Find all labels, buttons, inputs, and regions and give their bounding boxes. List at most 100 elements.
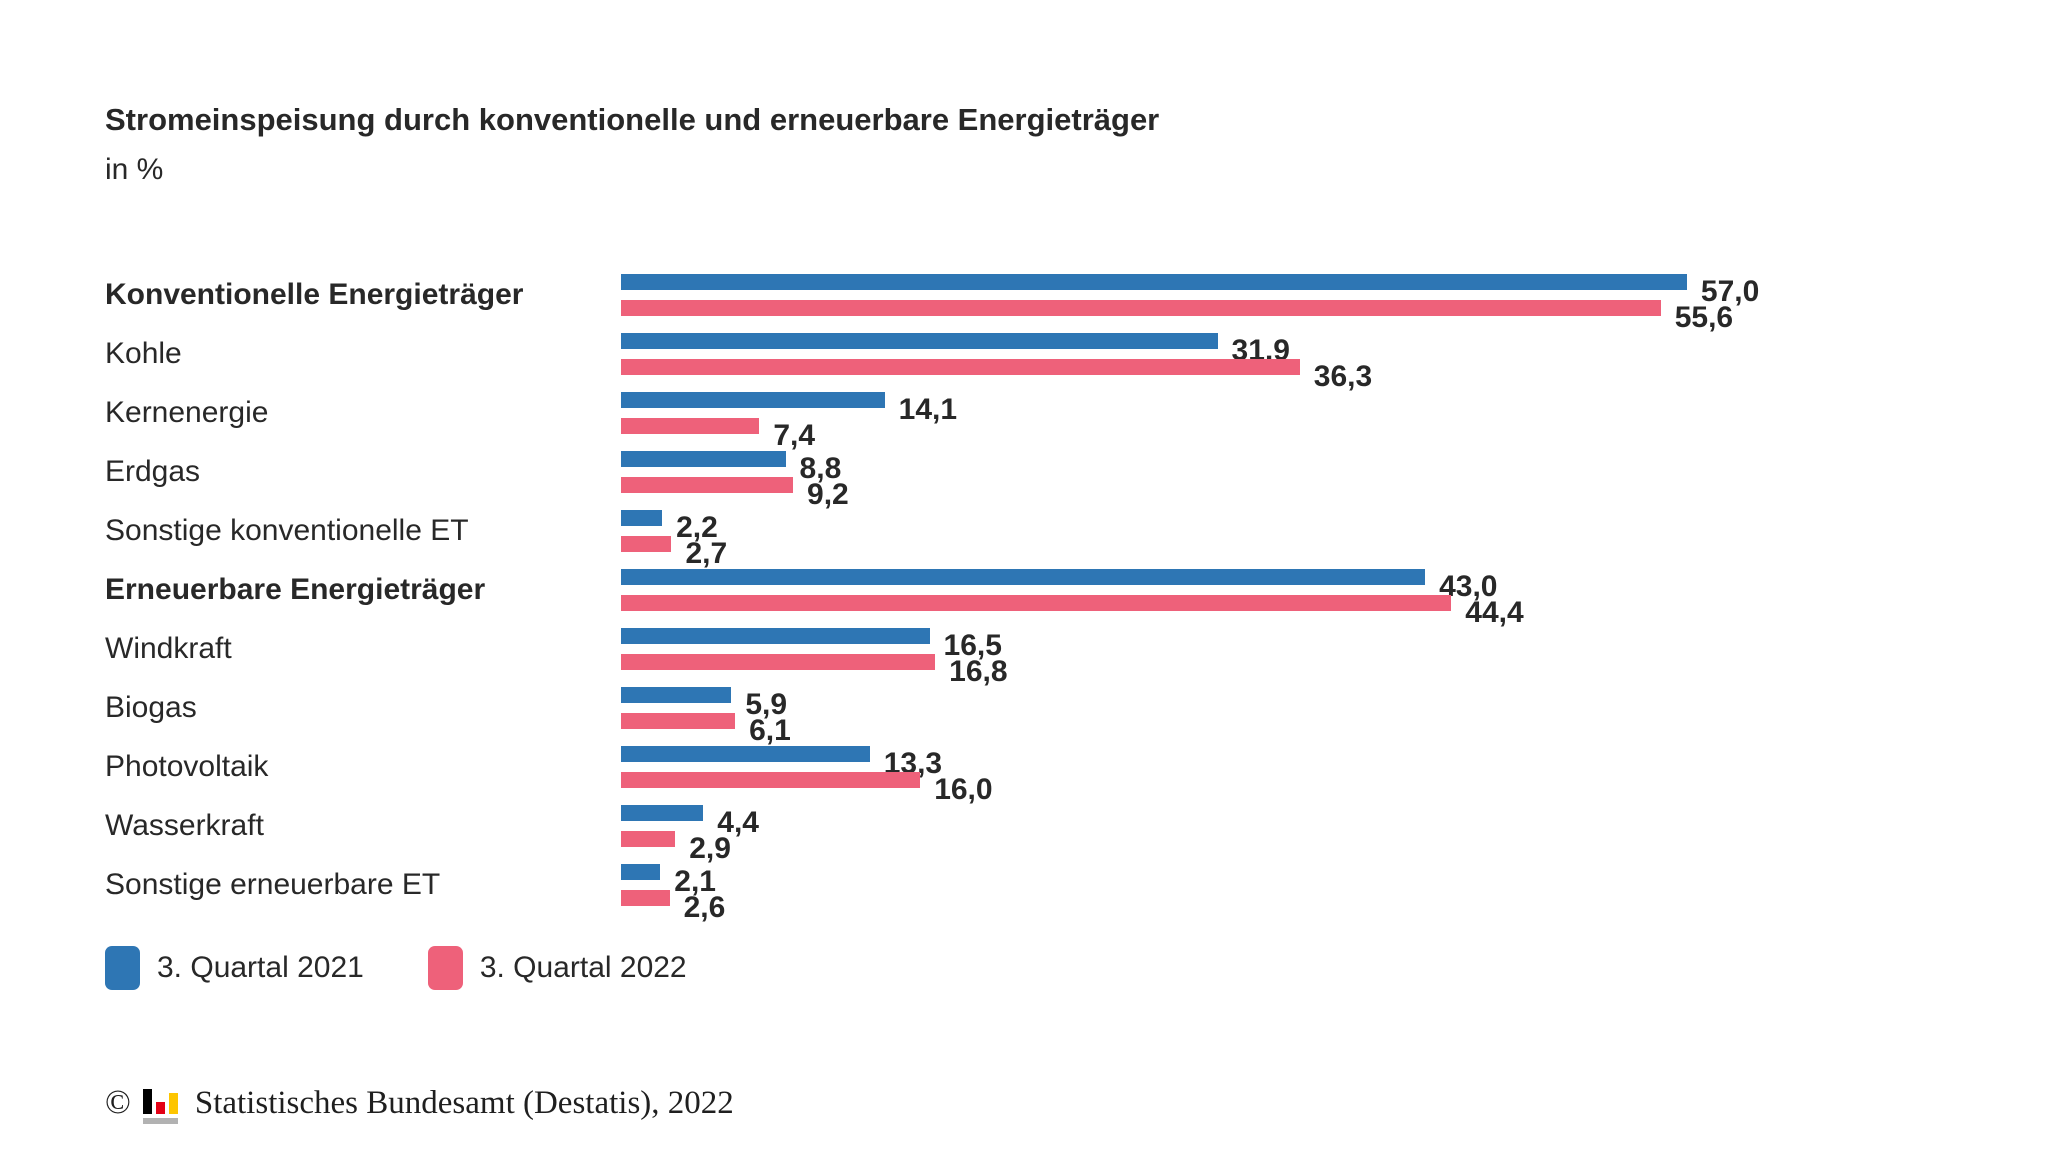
category-label: Sonstige erneuerbare ET [105, 868, 441, 901]
category-label: Sonstige konventionelle ET [105, 514, 469, 547]
bar-q3-2021[interactable] [621, 569, 1426, 585]
bar-q3-2022[interactable] [621, 654, 936, 670]
bar-pair: 2,2 2,7 [621, 510, 2048, 569]
bar-line: 44,4 [621, 595, 2048, 628]
bar-value-label: 9,2 [807, 478, 849, 511]
bar-line: 31,9 [621, 333, 2048, 366]
bar-line: 2,2 [621, 510, 2048, 543]
bar-pair: 43,0 44,4 [621, 569, 2048, 628]
bar-q3-2021[interactable] [621, 628, 930, 644]
bar-value-label: 14,1 [898, 393, 958, 426]
page-title: Stromeinspeisung durch konventionelle un… [105, 102, 1160, 137]
bar-value-label: 2,2 [676, 511, 718, 544]
bar-value-label: 16,8 [949, 655, 1008, 688]
bar-q3-2022[interactable] [621, 418, 760, 434]
bar-line: 6,1 [621, 713, 2048, 746]
bar-q3-2022[interactable] [621, 713, 736, 729]
bar-line: 8,8 [621, 451, 2048, 484]
source-text: Statistisches Bundesamt (Destatis), 2022 [194, 1084, 734, 1121]
bar-q3-2021[interactable] [621, 510, 663, 526]
bar-value-label: 55,6 [1674, 301, 1734, 334]
bar-q3-2021[interactable] [621, 392, 885, 408]
bar-group: Erdgas 8,8 9,2 [105, 451, 2048, 510]
category-label: Wasserkraft [105, 809, 264, 842]
bar-value-label: 57,0 [1700, 275, 1760, 308]
bar-q3-2022[interactable] [621, 477, 794, 493]
bar-line: 5,9 [621, 687, 2048, 720]
bar-pair: 16,5 16,8 [621, 628, 2048, 687]
bar-q3-2021[interactable] [621, 805, 704, 821]
category-label: Biogas [105, 691, 197, 724]
chart-legend: 3. Quartal 2021 3. Quartal 2022 [105, 946, 2048, 990]
bar-value-label: 2,6 [683, 891, 726, 924]
bar-group: Sonstige erneuerbare ET 2,1 2,6 [105, 864, 2048, 923]
bar-value-label: 36,3 [1313, 360, 1373, 393]
legend-label-2022: 3. Quartal 2022 [479, 951, 687, 984]
category-label: Erneuerbare Energieträger [105, 573, 486, 606]
bar-group: Konventionelle Energieträger 57,0 55,6 [105, 274, 2048, 333]
bar-line: 16,0 [621, 772, 2048, 805]
bar-group: Wasserkraft 4,4 2,9 [105, 805, 2048, 864]
bar-q3-2022[interactable] [621, 772, 921, 788]
bar-value-label: 5,9 [745, 688, 788, 721]
destatis-bar-chart-logo-icon [142, 1082, 181, 1124]
bar-q3-2022[interactable] [621, 359, 1300, 375]
bar-group: Biogas 5,9 6,1 [105, 687, 2048, 746]
bar-line: 43,0 [621, 569, 2048, 602]
bar-pair: 2,1 2,6 [621, 864, 2048, 923]
bar-line: 2,6 [621, 890, 2048, 923]
legend-item-2021[interactable]: 3. Quartal 2021 [105, 946, 364, 990]
bar-value-label: 7,4 [773, 419, 816, 452]
chart-subtitle: in % [105, 153, 164, 186]
bar-q3-2022[interactable] [621, 300, 1661, 316]
legend-item-2022[interactable]: 3. Quartal 2022 [427, 946, 687, 990]
bar-value-label: 8,8 [799, 452, 842, 485]
bar-value-label: 2,1 [674, 865, 716, 898]
bar-q3-2021[interactable] [621, 451, 786, 467]
bar-value-label: 16,5 [943, 629, 1002, 662]
category-label: Kernenergie [105, 396, 269, 429]
bar-line: 16,5 [621, 628, 2048, 661]
bar-line: 4,4 [621, 805, 2048, 838]
bar-group: Kohle 31,9 36,3 [105, 333, 2048, 392]
category-label: Photovoltaik [105, 750, 269, 783]
category-label: Erdgas [105, 455, 201, 488]
bar-q3-2021[interactable] [621, 864, 661, 880]
bar-chart: Konventionelle Energieträger 57,0 55,6 Kohl… [105, 274, 2048, 923]
bar-line: 13,3 [621, 746, 2048, 779]
bar-value-label: 4,4 [717, 806, 759, 839]
bar-group: Kernenergie 14,1 7,4 [105, 392, 2048, 451]
bar-q3-2022[interactable] [621, 831, 676, 847]
bar-q3-2022[interactable] [621, 536, 672, 552]
bar-value-label: 16,0 [934, 773, 993, 806]
bar-q3-2022[interactable] [621, 595, 1452, 611]
bar-pair: 31,9 36,3 [621, 333, 2048, 392]
bar-pair: 4,4 2,9 [621, 805, 2048, 864]
bar-line: 36,3 [621, 359, 2048, 392]
bar-pair: 5,9 6,1 [621, 687, 2048, 746]
bar-group: Windkraft 16,5 16,8 [105, 628, 2048, 687]
bar-value-label: 2,7 [685, 537, 728, 570]
bar-line: 9,2 [621, 477, 2048, 510]
bar-pair: 8,8 9,2 [621, 451, 2048, 510]
bar-group: Erneuerbare Energieträger 43,0 44,4 [105, 569, 2048, 628]
legend-label-2021: 3. Quartal 2021 [157, 951, 364, 984]
bar-q3-2021[interactable] [621, 687, 732, 703]
source-footer: © Statistisches Bundesamt (Destatis), 20… [105, 1082, 2048, 1124]
copyright-symbol: © [105, 1084, 131, 1121]
bar-pair: 14,1 7,4 [621, 392, 2048, 451]
bar-group: Sonstige konventionelle ET 2,2 2,7 [105, 510, 2048, 569]
bar-value-label: 2,9 [689, 832, 731, 865]
bar-pair: 13,3 16,0 [621, 746, 2048, 805]
category-label: Kohle [105, 337, 182, 370]
bar-line: 2,9 [621, 831, 2048, 864]
bar-q3-2021[interactable] [621, 274, 1687, 290]
legend-swatch-2022-icon [427, 946, 463, 990]
bar-q3-2021[interactable] [621, 333, 1218, 349]
bar-q3-2022[interactable] [621, 890, 670, 906]
bar-line: 7,4 [621, 418, 2048, 451]
bar-q3-2021[interactable] [621, 746, 870, 762]
bar-line: 14,1 [621, 392, 2048, 425]
category-label: Windkraft [105, 632, 232, 665]
